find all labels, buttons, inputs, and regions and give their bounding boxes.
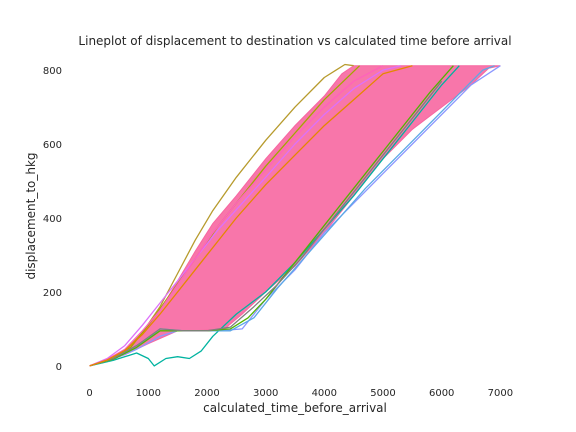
y-tick-label: 200 bbox=[43, 288, 62, 299]
y-tick-label: 0 bbox=[56, 362, 62, 373]
x-tick-label: 2000 bbox=[194, 388, 219, 399]
series-line-6 bbox=[89, 80, 443, 367]
y-tick-label: 800 bbox=[43, 66, 62, 77]
y-axis-label: displacement_to_hkg bbox=[24, 152, 38, 279]
series-line-2 bbox=[89, 65, 460, 367]
x-tick-label: 4000 bbox=[312, 388, 337, 399]
y-axis-ticks: 0 200 400 600 800 bbox=[43, 66, 62, 373]
series-line-7 bbox=[89, 65, 401, 367]
x-tick-label: 5000 bbox=[370, 388, 395, 399]
y-tick-label: 600 bbox=[43, 140, 62, 151]
chart-title: Lineplot of displacement to destination … bbox=[78, 34, 512, 48]
y-tick-label: 400 bbox=[43, 214, 62, 225]
x-tick-label: 1000 bbox=[136, 388, 161, 399]
x-axis-ticks: 0 1000 2000 3000 4000 5000 6000 7000 bbox=[86, 388, 513, 399]
plot-area bbox=[89, 63, 501, 367]
x-tick-label: 6000 bbox=[429, 388, 454, 399]
x-tick-label: 3000 bbox=[253, 388, 278, 399]
x-tick-label: 0 bbox=[86, 388, 92, 399]
x-tick-label: 7000 bbox=[488, 388, 513, 399]
x-axis-label: calculated_time_before_arrival bbox=[203, 401, 387, 415]
series-line-9 bbox=[89, 65, 413, 367]
series-line-8 bbox=[89, 65, 384, 367]
series-line-5 bbox=[89, 65, 454, 367]
